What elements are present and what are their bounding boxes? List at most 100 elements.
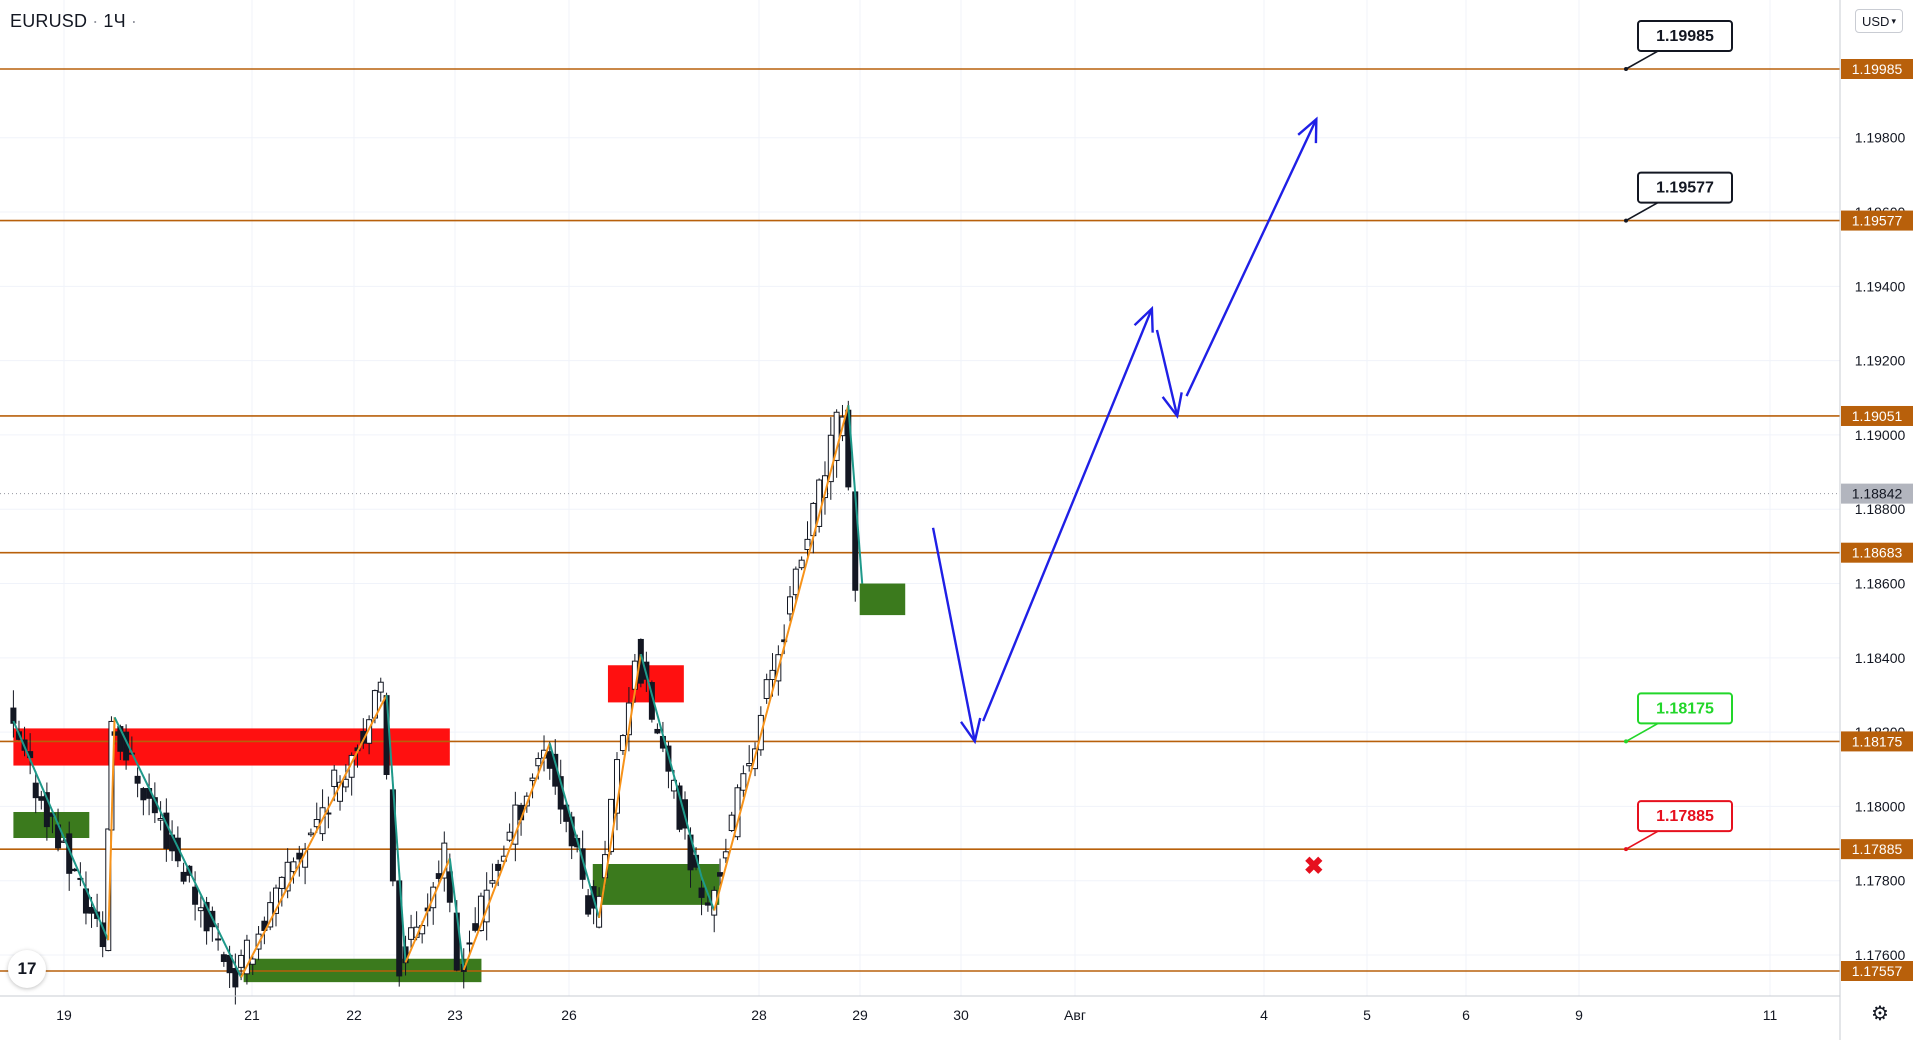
- candle-body: [408, 927, 415, 940]
- x-tick-label: 26: [561, 1007, 577, 1023]
- forecast-segment: [1185, 118, 1318, 397]
- zigzag-segment: [548, 742, 601, 919]
- candle-body: [483, 889, 490, 923]
- candle-body: [579, 848, 586, 880]
- candle-body: [342, 778, 349, 788]
- tradingview-logo[interactable]: 17: [8, 950, 46, 988]
- candle-body: [38, 796, 45, 801]
- candle-body: [746, 762, 753, 767]
- candle-body: [740, 773, 747, 791]
- currency-button[interactable]: USD ▾: [1855, 9, 1903, 33]
- level-price-tag: [1841, 210, 1913, 231]
- candle-body: [472, 923, 479, 931]
- candle-body: [192, 886, 199, 905]
- y-tick-label: 1.17800: [1855, 873, 1906, 889]
- x-tick-label: 5: [1363, 1007, 1371, 1023]
- candle-body: [307, 832, 314, 836]
- supply-zone: [13, 728, 450, 766]
- zigzag-segment: [700, 876, 716, 911]
- chevron-down-icon: ▾: [1891, 15, 1896, 26]
- zigzag-segment: [385, 694, 407, 963]
- candle-body: [134, 775, 141, 784]
- y-tick-label: 1.17600: [1855, 947, 1906, 963]
- gear-icon[interactable]: ⚙: [1871, 1003, 1889, 1025]
- last-price-tag: [1841, 483, 1913, 504]
- symbol-name: EURUSD: [10, 11, 88, 31]
- candle-body: [215, 938, 222, 941]
- zigzag-segment: [404, 858, 451, 963]
- x-tick-label: 19: [56, 1007, 72, 1023]
- candle-body: [466, 942, 473, 945]
- candle-body: [495, 863, 502, 871]
- chart-axes: [0, 0, 1841, 1040]
- candle-body: [32, 782, 39, 799]
- demand-zone: [592, 864, 720, 905]
- candle-body: [585, 895, 592, 915]
- candle-body: [331, 769, 338, 787]
- y-tick-label: 1.19200: [1855, 353, 1906, 369]
- level-price-tag: [1841, 731, 1913, 752]
- candle-body: [296, 852, 303, 860]
- x-tick-label: Авг: [1064, 1007, 1086, 1023]
- callout-label: 1.19577: [1656, 180, 1714, 197]
- x-tick-label: 6: [1462, 1007, 1470, 1023]
- level-price-label: 1.19577: [1852, 213, 1903, 229]
- forecast-arrowhead: [960, 717, 982, 745]
- level-price-label: 1.19985: [1852, 61, 1903, 77]
- candle-body: [446, 871, 453, 903]
- candle-body: [787, 596, 793, 615]
- level-price-label: 1.19051: [1852, 408, 1903, 424]
- callout-box: [1637, 800, 1733, 833]
- y-tick-label: 1.19000: [1855, 427, 1906, 443]
- candle-body: [232, 968, 239, 988]
- forecast-path: [931, 116, 1318, 745]
- price-callouts: 1.19985 1.19577 1.18175 1.17885: [1624, 20, 1733, 852]
- zigzag-segment: [847, 405, 864, 584]
- callout-pointer: [1625, 830, 1659, 850]
- candle-body: [284, 861, 291, 892]
- y-tick-label: 1.18800: [1855, 501, 1906, 517]
- callout-anchor: [1624, 67, 1628, 71]
- y-tick-label: 1.19800: [1855, 130, 1906, 146]
- candle-body: [654, 728, 661, 734]
- callout-pointer: [1625, 201, 1659, 222]
- callout-box: [1637, 171, 1733, 204]
- candle-body: [10, 707, 17, 724]
- candle-body: [117, 726, 124, 752]
- candle-body: [43, 792, 50, 828]
- y-tick-label: 1.18600: [1855, 576, 1906, 592]
- candle-body: [489, 880, 496, 884]
- level-price-tag: [1841, 961, 1913, 981]
- candle-body: [220, 954, 227, 962]
- symbol-header[interactable]: EURUSD · 1Ч ·: [10, 11, 142, 32]
- candle-body: [704, 902, 711, 906]
- horizontal-levels: [0, 68, 1840, 972]
- candle-body: [71, 868, 78, 872]
- stop-x-marker: ✖: [1304, 853, 1324, 880]
- candle-body: [477, 895, 484, 932]
- level-price-label: 1.18175: [1852, 733, 1903, 749]
- callout-pointer: [1625, 722, 1659, 743]
- x-tick-label: 9: [1575, 1007, 1583, 1023]
- level-price-tag: [1841, 59, 1913, 79]
- candle-body: [728, 814, 735, 832]
- candlestick-series: [10, 400, 859, 1005]
- forecast-arrowhead: [1297, 116, 1318, 144]
- candle-body: [77, 877, 84, 880]
- candle-body: [546, 751, 553, 769]
- forecast-arrowhead: [1133, 305, 1154, 333]
- candle-body: [769, 669, 776, 681]
- callout-anchor: [1624, 847, 1628, 852]
- zigzag-segment: [240, 694, 388, 978]
- candle-body: [238, 954, 245, 968]
- callout-pointer: [1625, 50, 1659, 70]
- candle-body: [243, 939, 250, 975]
- callout-box: [1637, 692, 1733, 725]
- candle-body: [506, 831, 513, 841]
- zigzag-segment: [598, 653, 642, 919]
- level-price-label: 1.17557: [1852, 963, 1903, 979]
- candle-body: [529, 777, 536, 782]
- last-price-label: 1.18842: [1852, 486, 1903, 502]
- callout-box: [1637, 20, 1733, 52]
